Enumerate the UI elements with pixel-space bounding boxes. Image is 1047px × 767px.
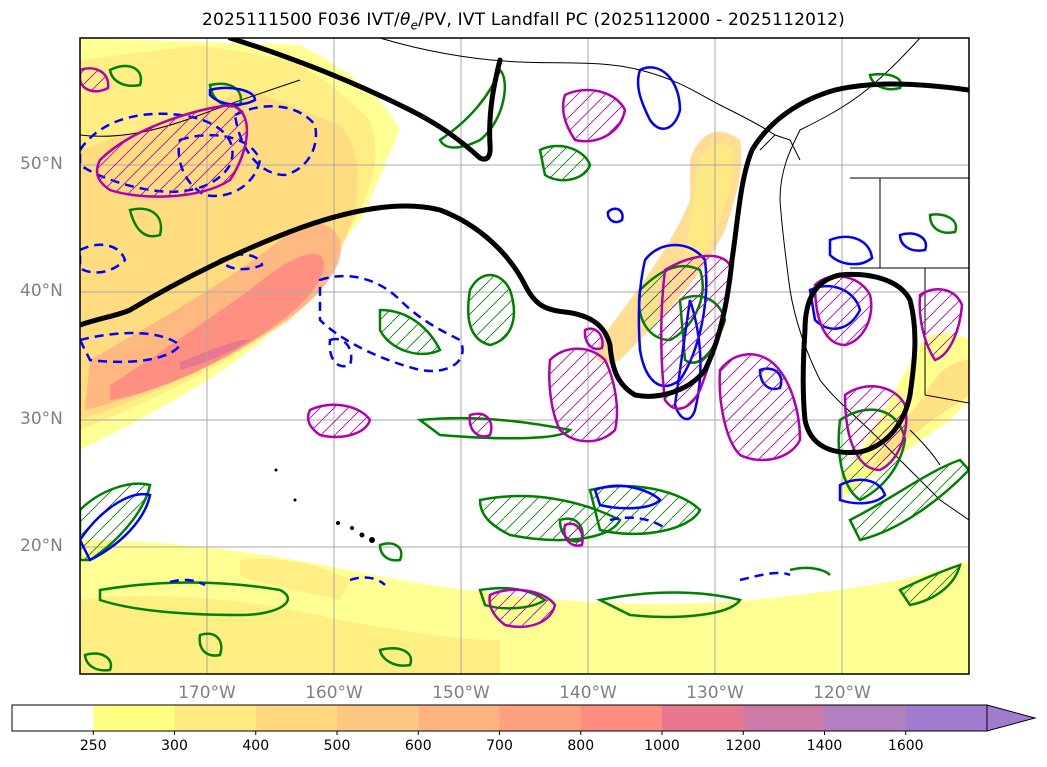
colorbar-tick-label: 400	[242, 738, 270, 754]
colorbar-segment	[337, 705, 419, 731]
colorbar-tick-label: 1400	[806, 738, 843, 754]
lat-label-50n: 50°N	[20, 154, 63, 174]
colorbar-segment	[824, 705, 907, 731]
lon-label-120w: 120°W	[813, 683, 871, 703]
colorbar-tick-label: 1600	[887, 738, 924, 754]
colorbar-tick-label: 1000	[644, 738, 680, 754]
colorbar-tick-label: 600	[404, 738, 432, 754]
colorbar-tick-label: 500	[323, 738, 351, 754]
mean-contour-california	[800, 271, 918, 456]
colorbar-tick-label: 800	[567, 738, 595, 754]
colorbar-segment	[255, 705, 338, 731]
colorbar-segment	[580, 705, 663, 731]
lon-label-140w: 140°W	[559, 683, 617, 703]
colorbar-segment	[743, 705, 825, 731]
mean-contour-alaska	[227, 38, 503, 162]
colorbar-extend-arrow	[986, 704, 1037, 732]
colorbar-segment	[662, 705, 744, 731]
lat-label-40n: 40°N	[20, 281, 63, 301]
lon-label-130w: 130°W	[686, 683, 744, 703]
map-border	[79, 37, 970, 675]
lat-label-30n: 30°N	[20, 409, 63, 429]
lon-label-160w: 160°W	[305, 683, 363, 703]
mean-contour	[80, 38, 969, 456]
colorbar	[11, 704, 1037, 735]
colorbar-segment	[174, 705, 257, 731]
pv-contours	[80, 67, 964, 629]
colorbar-segment	[905, 705, 988, 731]
colorbar-segment	[499, 705, 582, 731]
map-content	[80, 38, 969, 674]
lon-label-170w: 170°W	[178, 683, 236, 703]
colorbar-tick-label: 250	[79, 738, 107, 754]
ivt-core	[110, 254, 324, 400]
map-title: 2025111500 F036 IVT/θe/PV, IVT Landfall …	[202, 10, 845, 33]
colorbar-tick-label: 1200	[725, 738, 762, 754]
colorbar-tick-label: 300	[161, 738, 188, 754]
lon-label-150w: 150°W	[432, 683, 490, 703]
colorbar-segment	[93, 705, 175, 731]
colorbar-tick-label: 700	[486, 738, 513, 754]
alaska-coast	[379, 38, 776, 136]
colorbar-segment	[418, 705, 500, 731]
mean-contour-main	[80, 81, 969, 399]
colorbar-border	[11, 704, 988, 732]
hawaii-islands	[274, 468, 375, 543]
lat-label-20n: 20°N	[20, 536, 63, 556]
colorbar-segment	[12, 705, 94, 731]
